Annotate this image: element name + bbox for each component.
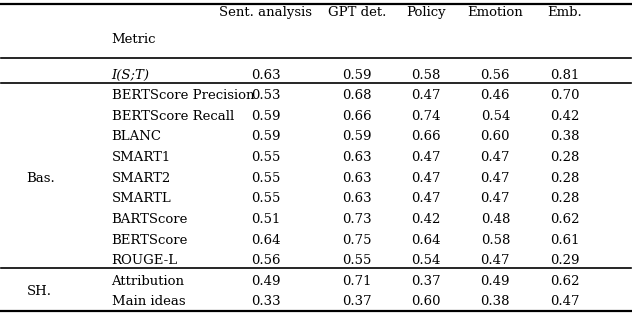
Text: 0.42: 0.42 xyxy=(411,213,441,226)
Text: 0.51: 0.51 xyxy=(251,213,281,226)
Text: BERTScore Recall: BERTScore Recall xyxy=(111,110,234,123)
Text: 0.63: 0.63 xyxy=(342,172,372,185)
Text: 0.68: 0.68 xyxy=(342,89,372,102)
Text: 0.54: 0.54 xyxy=(411,254,441,267)
Text: SMART1: SMART1 xyxy=(111,151,171,164)
Text: GPT det.: GPT det. xyxy=(328,6,386,19)
Text: 0.66: 0.66 xyxy=(411,130,441,144)
Text: 0.47: 0.47 xyxy=(411,151,441,164)
Text: 0.49: 0.49 xyxy=(251,275,281,288)
Text: 0.64: 0.64 xyxy=(411,234,441,247)
Text: 0.59: 0.59 xyxy=(342,69,372,82)
Text: 0.47: 0.47 xyxy=(411,89,441,102)
Text: 0.47: 0.47 xyxy=(480,254,510,267)
Text: ROUGE-L: ROUGE-L xyxy=(111,254,178,267)
Text: Bas.: Bas. xyxy=(27,172,56,185)
Text: 0.60: 0.60 xyxy=(480,130,510,144)
Text: 0.55: 0.55 xyxy=(251,172,281,185)
Text: SMARTL: SMARTL xyxy=(111,192,171,205)
Text: 0.47: 0.47 xyxy=(480,192,510,205)
Text: 0.60: 0.60 xyxy=(411,295,441,308)
Text: 0.47: 0.47 xyxy=(550,295,580,308)
Text: 0.58: 0.58 xyxy=(481,234,510,247)
Text: 0.61: 0.61 xyxy=(550,234,580,247)
Text: 0.33: 0.33 xyxy=(251,295,281,308)
Text: 0.47: 0.47 xyxy=(480,172,510,185)
Text: 0.55: 0.55 xyxy=(251,151,281,164)
Text: 0.47: 0.47 xyxy=(411,192,441,205)
Text: 0.54: 0.54 xyxy=(481,110,510,123)
Text: 0.66: 0.66 xyxy=(342,110,372,123)
Text: 0.49: 0.49 xyxy=(480,275,510,288)
Text: 0.63: 0.63 xyxy=(342,192,372,205)
Text: Attribution: Attribution xyxy=(111,275,185,288)
Text: Policy: Policy xyxy=(406,6,446,19)
Text: 0.63: 0.63 xyxy=(251,69,281,82)
Text: 0.37: 0.37 xyxy=(342,295,372,308)
Text: 0.59: 0.59 xyxy=(342,130,372,144)
Text: SMART2: SMART2 xyxy=(111,172,171,185)
Text: Main ideas: Main ideas xyxy=(111,295,185,308)
Text: Sent. analysis: Sent. analysis xyxy=(219,6,312,19)
Text: 0.28: 0.28 xyxy=(550,192,580,205)
Text: 0.29: 0.29 xyxy=(550,254,580,267)
Text: 0.47: 0.47 xyxy=(480,151,510,164)
Text: 0.53: 0.53 xyxy=(251,89,281,102)
Text: 0.58: 0.58 xyxy=(411,69,441,82)
Text: 0.55: 0.55 xyxy=(342,254,372,267)
Text: 0.56: 0.56 xyxy=(251,254,281,267)
Text: BERTScore Precision: BERTScore Precision xyxy=(111,89,254,102)
Text: Emotion: Emotion xyxy=(468,6,523,19)
Text: 0.74: 0.74 xyxy=(411,110,441,123)
Text: 0.28: 0.28 xyxy=(550,172,580,185)
Text: 0.37: 0.37 xyxy=(411,275,441,288)
Text: 0.47: 0.47 xyxy=(411,172,441,185)
Text: 0.75: 0.75 xyxy=(342,234,372,247)
Text: 0.64: 0.64 xyxy=(251,234,281,247)
Text: 0.71: 0.71 xyxy=(342,275,372,288)
Text: I(S;T): I(S;T) xyxy=(111,69,150,82)
Text: 0.38: 0.38 xyxy=(550,130,580,144)
Text: BERTScore: BERTScore xyxy=(111,234,188,247)
Text: 0.28: 0.28 xyxy=(550,151,580,164)
Text: 0.73: 0.73 xyxy=(342,213,372,226)
Text: 0.48: 0.48 xyxy=(481,213,510,226)
Text: 0.63: 0.63 xyxy=(342,151,372,164)
Text: 0.55: 0.55 xyxy=(251,192,281,205)
Text: BLANC: BLANC xyxy=(111,130,162,144)
Text: 0.56: 0.56 xyxy=(480,69,510,82)
Text: 0.38: 0.38 xyxy=(480,295,510,308)
Text: 0.46: 0.46 xyxy=(480,89,510,102)
Text: SH.: SH. xyxy=(27,285,52,298)
Text: 0.62: 0.62 xyxy=(550,275,580,288)
Text: 0.70: 0.70 xyxy=(550,89,580,102)
Text: Emb.: Emb. xyxy=(547,6,582,19)
Text: 0.59: 0.59 xyxy=(251,130,281,144)
Text: 0.62: 0.62 xyxy=(550,213,580,226)
Text: BARTScore: BARTScore xyxy=(111,213,188,226)
Text: 0.59: 0.59 xyxy=(251,110,281,123)
Text: 0.81: 0.81 xyxy=(550,69,580,82)
Text: 0.42: 0.42 xyxy=(550,110,580,123)
Text: Metric: Metric xyxy=(111,33,156,46)
